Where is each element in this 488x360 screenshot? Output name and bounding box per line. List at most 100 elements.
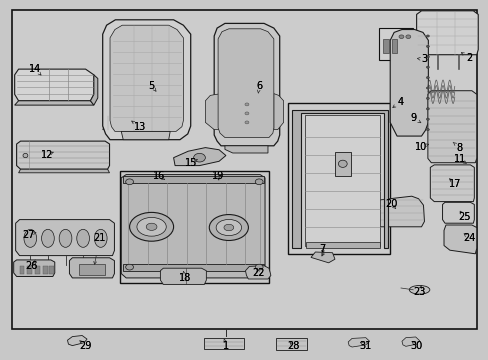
Text: 24: 24 (462, 233, 475, 243)
Polygon shape (245, 266, 270, 279)
Bar (123, 176, 264, 183)
Text: 28: 28 (286, 341, 299, 351)
Ellipse shape (426, 97, 428, 99)
Ellipse shape (216, 220, 241, 236)
Polygon shape (69, 258, 114, 278)
Ellipse shape (193, 153, 205, 162)
Ellipse shape (426, 56, 428, 58)
Ellipse shape (41, 229, 54, 247)
Bar (382, 39, 388, 53)
Polygon shape (224, 146, 267, 153)
Text: 23: 23 (412, 287, 425, 297)
Text: 22: 22 (251, 268, 264, 278)
Bar (49, 266, 54, 274)
Text: 17: 17 (447, 179, 460, 189)
Text: 22: 22 (251, 268, 264, 278)
Polygon shape (161, 116, 173, 130)
Text: 31: 31 (359, 341, 371, 351)
Polygon shape (110, 25, 183, 131)
Text: 30: 30 (409, 341, 422, 351)
Bar (120, 171, 268, 283)
Polygon shape (205, 94, 221, 130)
Polygon shape (121, 131, 170, 140)
Text: 15: 15 (184, 158, 197, 168)
Polygon shape (214, 23, 279, 146)
Text: 31: 31 (359, 341, 371, 351)
Bar (378, 28, 412, 60)
Polygon shape (16, 220, 114, 256)
Ellipse shape (224, 224, 233, 231)
Text: 14: 14 (29, 64, 41, 74)
Polygon shape (146, 116, 159, 130)
Text: 21: 21 (93, 233, 106, 243)
Bar (123, 264, 264, 271)
Ellipse shape (94, 229, 107, 247)
Ellipse shape (426, 129, 428, 131)
Text: 14: 14 (29, 64, 41, 74)
Ellipse shape (426, 35, 428, 37)
Polygon shape (102, 20, 190, 140)
Text: 3: 3 (421, 54, 427, 64)
Bar (12, 10, 476, 329)
Text: 12: 12 (41, 150, 53, 160)
Ellipse shape (426, 87, 428, 89)
Ellipse shape (426, 45, 428, 48)
Text: 8: 8 (456, 143, 462, 153)
Ellipse shape (255, 179, 263, 185)
Polygon shape (429, 165, 473, 202)
Text: 4: 4 (397, 96, 403, 107)
Polygon shape (427, 91, 476, 163)
Polygon shape (292, 110, 387, 248)
Text: 24: 24 (462, 233, 475, 243)
Polygon shape (102, 116, 115, 130)
Text: 19: 19 (211, 171, 224, 181)
Polygon shape (67, 336, 87, 346)
Ellipse shape (405, 35, 410, 39)
Polygon shape (160, 268, 206, 284)
Text: 17: 17 (447, 179, 460, 189)
Ellipse shape (77, 229, 89, 247)
Polygon shape (117, 116, 129, 130)
Polygon shape (442, 202, 473, 223)
Bar (20, 266, 24, 274)
Polygon shape (173, 148, 225, 166)
Ellipse shape (24, 229, 37, 247)
Text: 15: 15 (184, 158, 197, 168)
Text: 9: 9 (409, 113, 415, 123)
Text: 2: 2 (466, 53, 471, 63)
Text: 7: 7 (319, 244, 325, 254)
Polygon shape (401, 337, 419, 346)
Bar (27, 266, 32, 274)
Text: 8: 8 (456, 143, 462, 153)
Text: 25: 25 (457, 212, 470, 222)
Text: 2: 2 (466, 53, 471, 63)
Ellipse shape (398, 35, 403, 39)
Polygon shape (347, 338, 369, 347)
Bar (305, 242, 380, 248)
Bar (43, 266, 48, 274)
Polygon shape (373, 196, 424, 227)
Polygon shape (17, 141, 109, 169)
Text: 1: 1 (223, 341, 229, 351)
Polygon shape (310, 252, 334, 263)
Text: 6: 6 (256, 81, 262, 91)
Text: 10: 10 (414, 142, 427, 152)
Bar (391, 39, 396, 53)
Text: 26: 26 (25, 261, 38, 271)
Bar (305, 115, 380, 246)
Polygon shape (19, 169, 109, 173)
Text: 16: 16 (152, 171, 165, 181)
Ellipse shape (255, 264, 263, 270)
Ellipse shape (426, 118, 428, 120)
Ellipse shape (244, 103, 248, 106)
Text: 27: 27 (22, 230, 35, 240)
Polygon shape (443, 225, 476, 254)
Text: 27: 27 (22, 230, 35, 240)
Ellipse shape (146, 223, 157, 230)
Ellipse shape (209, 215, 248, 240)
Polygon shape (121, 175, 264, 278)
Polygon shape (218, 29, 273, 138)
Polygon shape (132, 116, 144, 130)
Text: 23: 23 (412, 287, 425, 297)
Text: 20: 20 (384, 199, 397, 210)
